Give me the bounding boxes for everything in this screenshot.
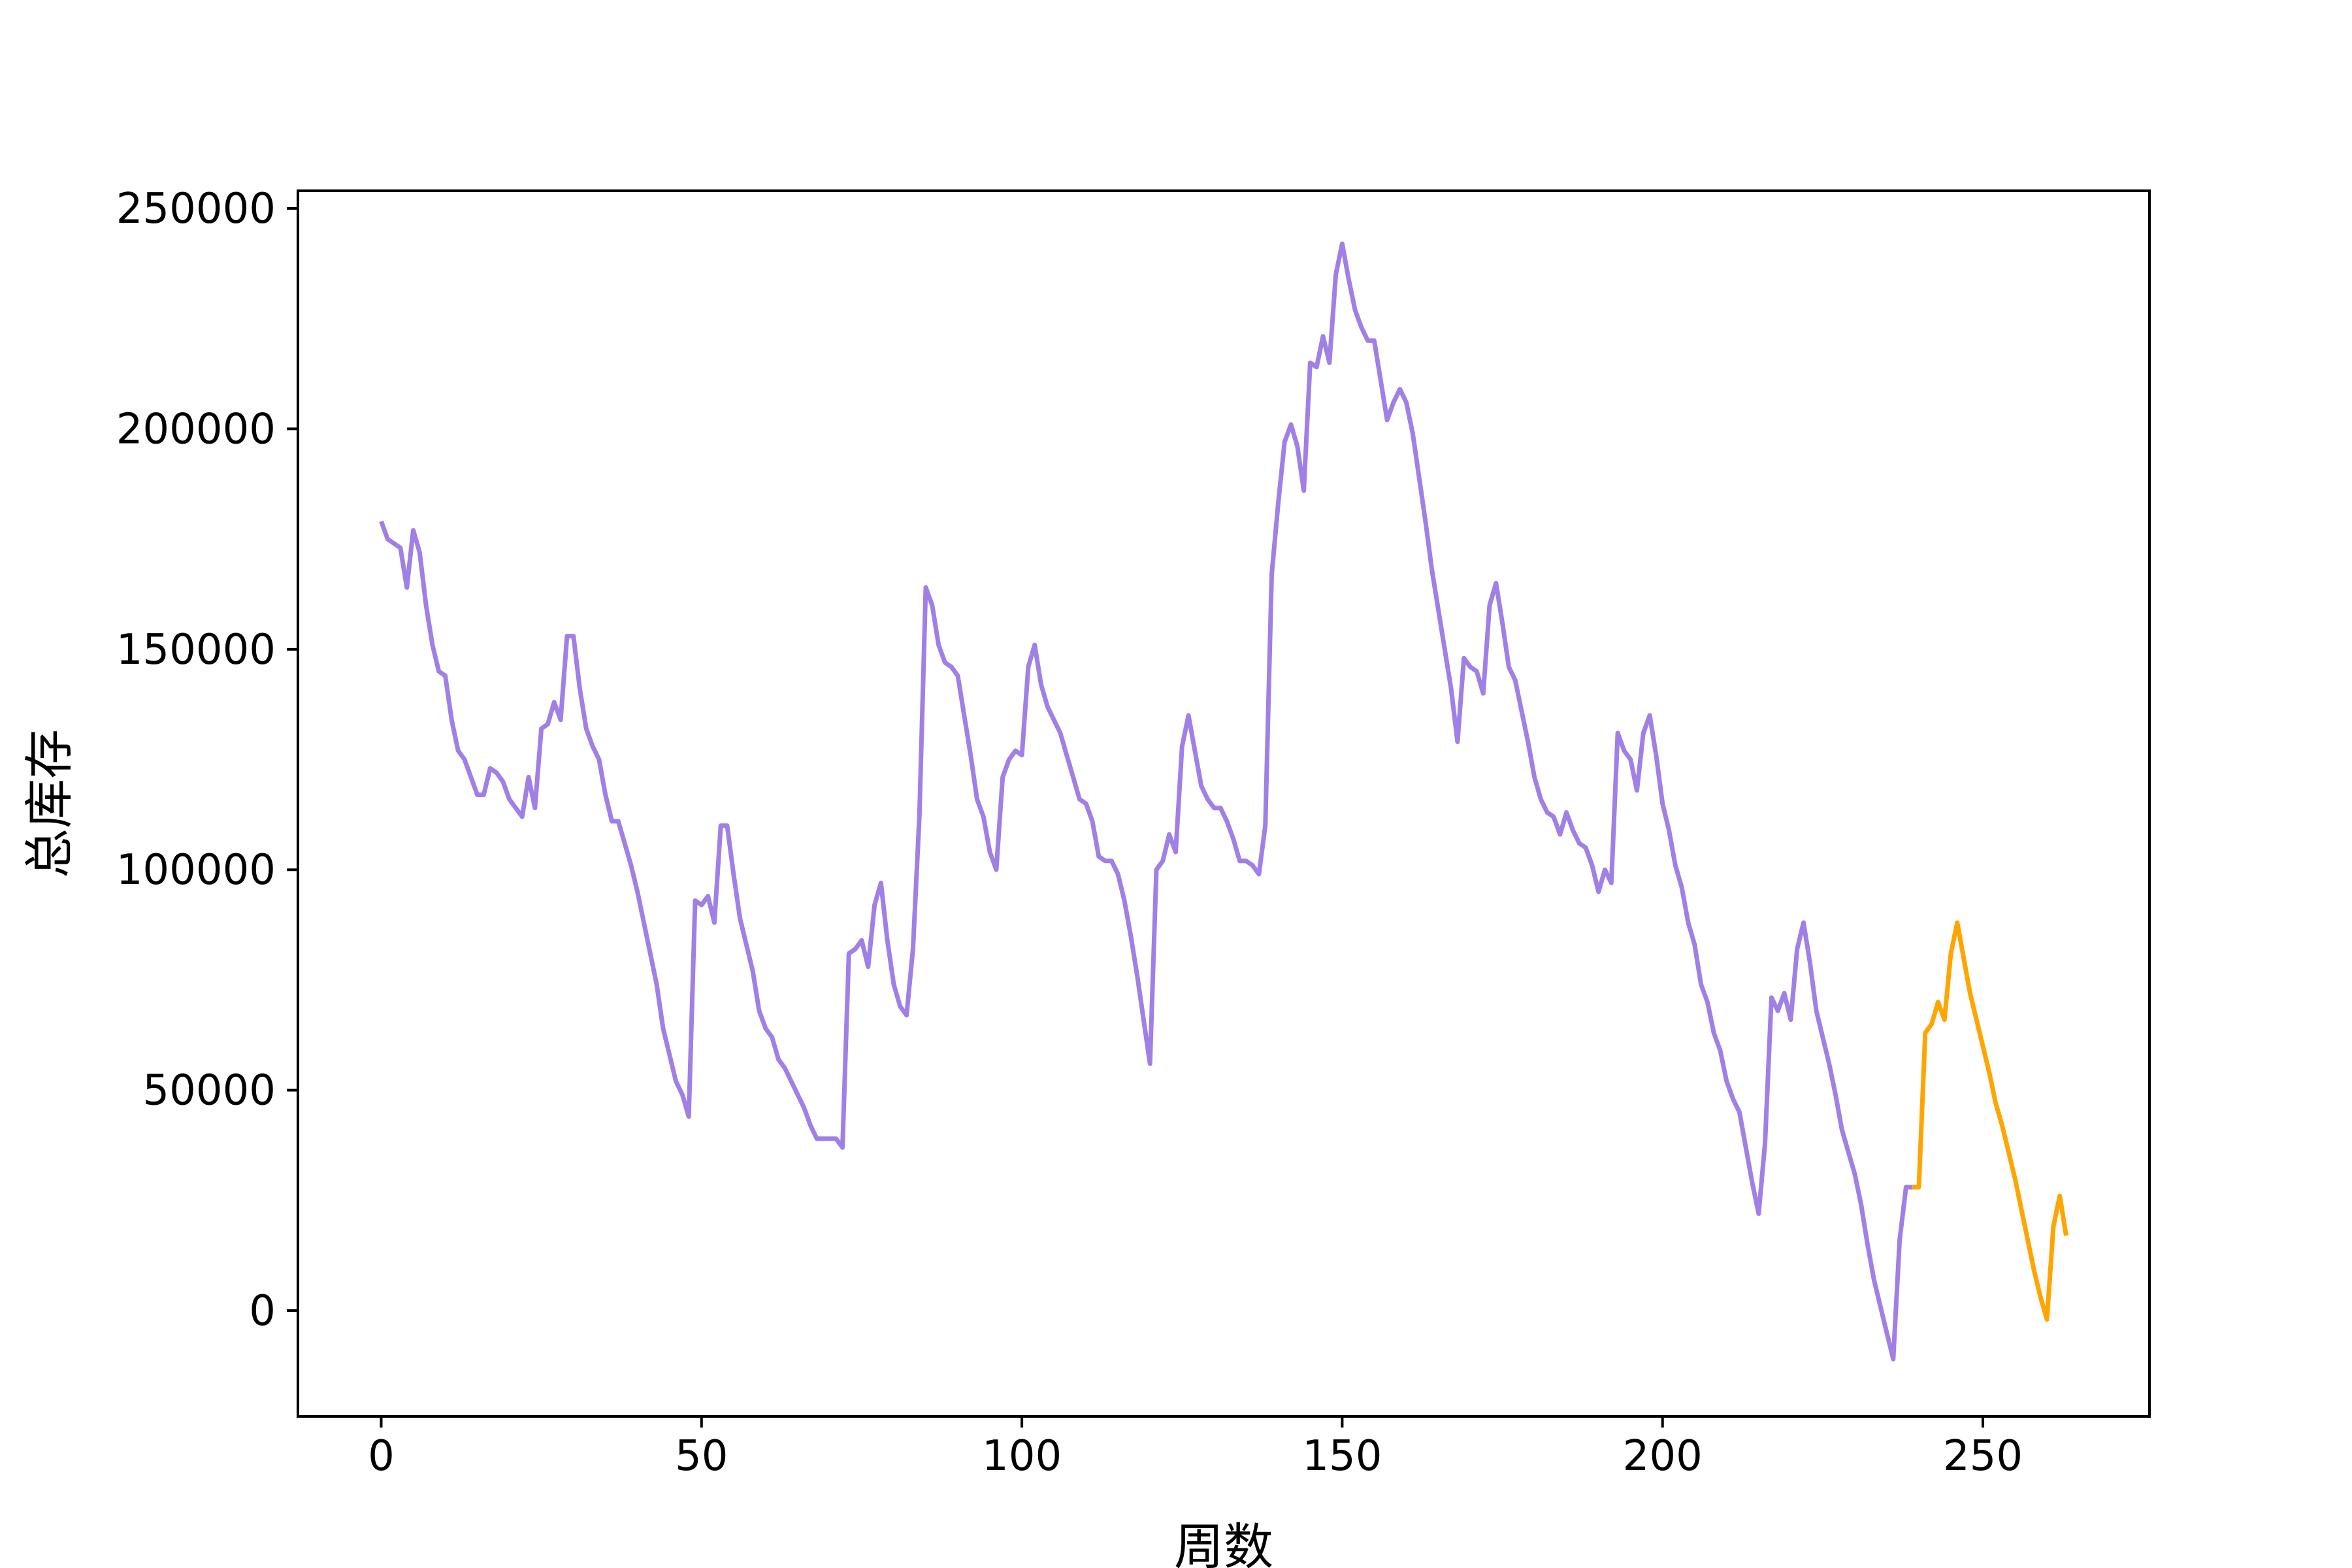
- x-axis: 0 50 100 150 200 250: [368, 1416, 2023, 1480]
- x-tick-label: 50: [675, 1432, 728, 1480]
- y-axis: 0 50000 100000 150000 200000 250000: [116, 185, 298, 1335]
- x-axis-label: 周数: [1174, 1518, 1273, 1568]
- y-tick-label: 150000: [116, 626, 276, 674]
- y-tick-label: 50000: [142, 1067, 276, 1115]
- x-tick-label: 200: [1623, 1432, 1703, 1480]
- x-tick-label: 250: [1943, 1432, 2023, 1480]
- x-tick-label: 100: [982, 1432, 1062, 1480]
- history-series-line: [379, 241, 1913, 1362]
- y-tick-label: 100000: [116, 846, 276, 894]
- x-tick-label: 0: [368, 1432, 395, 1480]
- y-tick-label: 0: [249, 1287, 276, 1335]
- x-tick-label: 150: [1302, 1432, 1382, 1480]
- y-axis-label: 总库存: [20, 729, 78, 878]
- plot-frame: [297, 189, 2151, 1418]
- series-layer: [379, 241, 2068, 1362]
- y-tick-label: 200000: [116, 405, 276, 453]
- y-tick-label: 250000: [116, 185, 276, 233]
- forecast-series-line: [1912, 920, 2068, 1322]
